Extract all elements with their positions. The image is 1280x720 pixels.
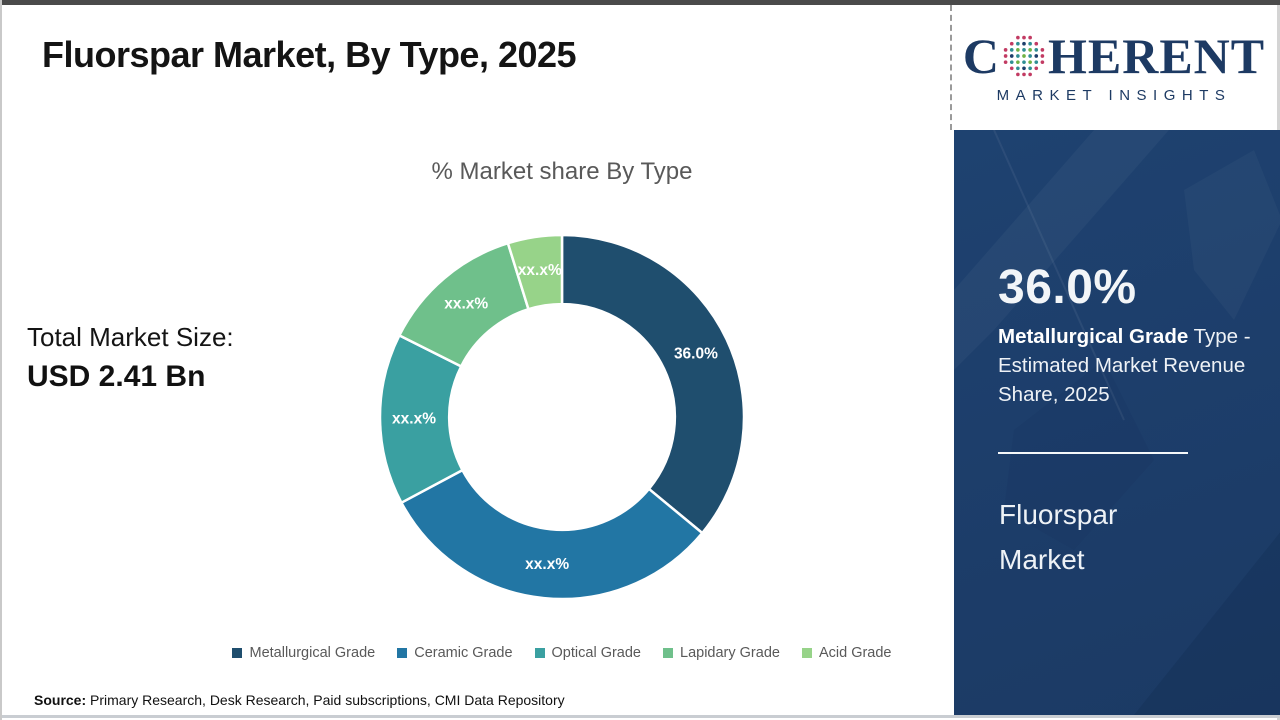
- globe-dot: [1028, 41, 1032, 46]
- legend-item-optical-grade: Optical Grade: [534, 645, 641, 661]
- legend-swatch-icon: [534, 648, 545, 658]
- sidebar-map-texture: [954, 130, 1280, 715]
- globe-dot: [1016, 35, 1020, 40]
- legend-label: Ceramic Grade: [414, 645, 513, 661]
- globe-dot: [1003, 60, 1008, 64]
- legend-swatch-icon: [801, 648, 812, 658]
- globe-dot: [1016, 48, 1020, 52]
- sidebar-divider: [998, 452, 1188, 454]
- market-name: Fluorspar Market: [999, 499, 1118, 575]
- globe-dot: [1009, 54, 1014, 58]
- logo-subtitle: MARKET INSIGHTS: [996, 87, 1232, 104]
- globe-dot: [1022, 48, 1026, 52]
- stat-description: Metallurgical Grade Type - Estimated Mar…: [998, 322, 1254, 409]
- legend-item-acid-grade: Acid Grade: [801, 645, 892, 661]
- globe-dot: [1034, 60, 1039, 64]
- bottom-border-line: [2, 715, 1280, 718]
- slice-label-metallurgical-grade: 36.0%: [674, 345, 718, 362]
- globe-dot: [1028, 66, 1032, 71]
- donut-chart: 36.0% xx.x% xx.x% xx.x% xx.x%: [372, 227, 752, 607]
- dot-globe-icon: [1003, 35, 1045, 77]
- globe-dot: [1028, 48, 1032, 52]
- legend-label: Acid Grade: [818, 645, 892, 661]
- top-border-bar: [2, 0, 1280, 5]
- globe-dot: [1016, 54, 1020, 58]
- stat-description-bold: Metallurgical Grade: [998, 325, 1189, 348]
- legend-label: Optical Grade: [551, 645, 641, 661]
- globe-dot: [1034, 41, 1039, 46]
- legend-label: Metallurgical Grade: [249, 645, 376, 661]
- globe-dot: [1022, 66, 1026, 71]
- legend-swatch-icon: [397, 648, 408, 658]
- donut-chart-svg: 36.0% xx.x% xx.x% xx.x% xx.x%: [378, 233, 746, 601]
- globe-dot: [1022, 60, 1026, 64]
- source-line: Source: Primary Research, Desk Research,…: [34, 692, 565, 708]
- donut-slice-ceramic-grade: [400, 468, 704, 601]
- logo-wordmark: C HERENT: [963, 31, 1265, 81]
- legend-item-lapidary-grade: Lapidary Grade: [663, 645, 780, 661]
- globe-dot: [1034, 48, 1039, 52]
- legend-swatch-icon: [663, 648, 673, 658]
- globe-dot: [1022, 72, 1026, 77]
- donut-slice-metallurgical-grade: [560, 233, 746, 535]
- sidebar-panel: 36.0% Metallurgical Grade Type - Estimat…: [954, 130, 1280, 715]
- source-text: Primary Research, Desk Research, Paid su…: [86, 692, 565, 708]
- globe-dot: [1022, 54, 1026, 58]
- chart-legend: Metallurgical Grade Ceramic Grade Optical …: [162, 645, 962, 661]
- globe-dot: [1016, 60, 1020, 64]
- stat-value: 36.0%: [998, 261, 1137, 314]
- globe-dot: [1034, 54, 1039, 58]
- globe-dot: [1009, 66, 1014, 71]
- globe-dot: [1022, 41, 1026, 46]
- globe-dot: [1009, 60, 1014, 64]
- globe-dot: [1009, 48, 1014, 52]
- logo-letter-c: C: [962, 28, 1000, 84]
- legend-item-ceramic-grade: Ceramic Grade: [397, 645, 513, 661]
- legend-label: Lapidary Grade: [680, 645, 780, 661]
- total-market-size-value: USD 2.41 Bn: [27, 360, 206, 393]
- source-label: Source:: [34, 692, 87, 708]
- slice-label-acid-grade: xx.x%: [518, 262, 562, 279]
- donut-slice-acid-grade: [506, 233, 564, 311]
- globe-dot: [1016, 72, 1020, 77]
- globe-dot: [1040, 48, 1045, 52]
- brand-logo: C HERENT MARKET INSIGHTS: [950, 5, 1276, 130]
- globe-dot: [1028, 72, 1032, 77]
- globe-dot: [1040, 54, 1045, 58]
- legend-swatch-icon: [232, 648, 243, 658]
- slice-label-optical-grade: xx.x%: [392, 410, 436, 427]
- globe-dot: [1040, 60, 1045, 64]
- globe-dot: [1016, 66, 1020, 71]
- globe-dot: [1009, 41, 1014, 46]
- slice-label-ceramic-grade: xx.x%: [525, 556, 569, 573]
- globe-dot: [1028, 35, 1032, 40]
- legend-item-metallurgical-grade: Metallurgical Grade: [232, 645, 375, 661]
- chart-title: % Market share By Type: [431, 158, 693, 185]
- stat-description-rest: Type - Estimated Market Revenue Share, 2…: [998, 325, 1251, 406]
- globe-dot: [1022, 35, 1026, 40]
- slice-label-lapidary-grade: xx.x%: [444, 296, 488, 313]
- globe-dot: [1003, 48, 1008, 52]
- globe-dot: [1016, 41, 1020, 46]
- page-title: Fluorspar Market, By Type, 2025: [42, 34, 577, 75]
- total-market-size-label: Total Market Size:: [27, 322, 234, 352]
- globe-dot: [1034, 66, 1039, 71]
- globe-dot: [1028, 60, 1032, 64]
- globe-dot: [1003, 54, 1008, 58]
- globe-dot: [1028, 54, 1032, 58]
- logo-letters-rest: HERENT: [1047, 28, 1266, 84]
